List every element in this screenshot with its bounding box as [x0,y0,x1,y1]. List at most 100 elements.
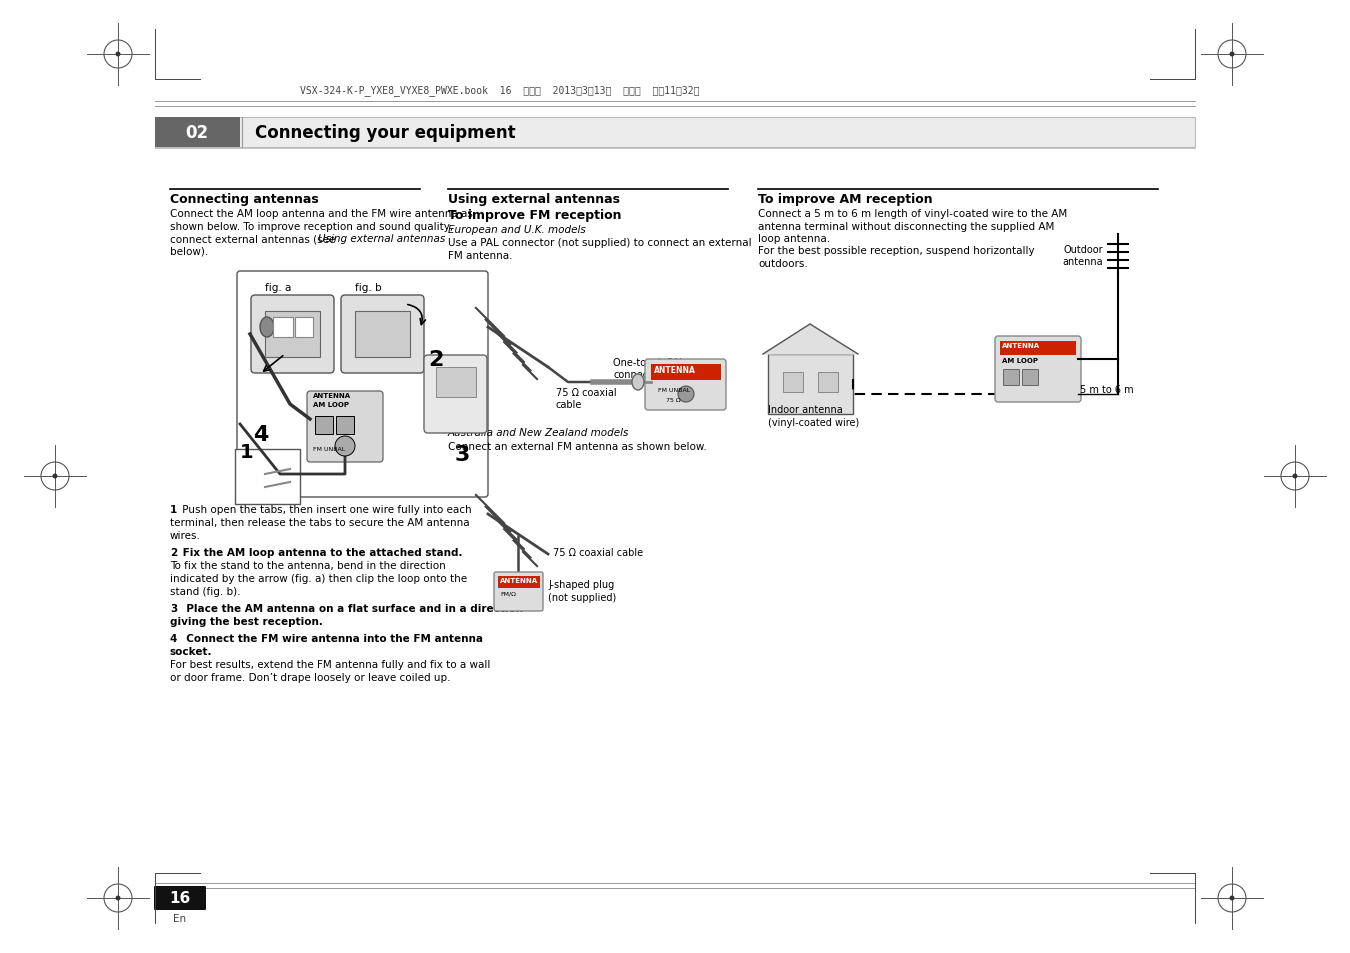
Circle shape [1292,474,1297,479]
Circle shape [335,436,355,456]
Text: Place the AM antenna on a flat surface and in a direction: Place the AM antenna on a flat surface a… [180,603,522,614]
Text: FM UNBAL: FM UNBAL [313,447,346,452]
Text: Indoor antenna: Indoor antenna [768,405,842,415]
Text: Connect the AM loop antenna and the FM wire antenna as: Connect the AM loop antenna and the FM w… [170,209,472,219]
Circle shape [116,896,120,901]
Text: 4: 4 [252,424,269,444]
Text: 4: 4 [170,634,177,643]
Text: ANTENNA: ANTENNA [500,578,539,583]
Text: Outdoor: Outdoor [1064,245,1103,254]
Text: ANTENNA: ANTENNA [653,366,695,375]
Text: 1: 1 [240,442,254,461]
Circle shape [678,387,694,402]
FancyBboxPatch shape [424,355,487,434]
Text: For best results, extend the FM antenna fully and fix to a wall: For best results, extend the FM antenna … [170,659,490,669]
Text: 16: 16 [169,890,190,905]
Text: Connect an external FM antenna as shown below.: Connect an external FM antenna as shown … [448,441,707,452]
Text: AM LOOP: AM LOOP [1002,357,1038,364]
FancyBboxPatch shape [645,359,726,411]
Text: 02: 02 [185,124,208,142]
Text: cable: cable [556,399,582,410]
Text: Use a PAL connector (not supplied) to connect an external: Use a PAL connector (not supplied) to co… [448,237,752,248]
Text: 75 Ω: 75 Ω [666,397,680,402]
Text: 75 Ω coaxial: 75 Ω coaxial [556,388,617,397]
Text: To improve FM reception: To improve FM reception [448,209,621,222]
Text: (vinyl-coated wire): (vinyl-coated wire) [768,417,859,428]
Text: Fix the AM loop antenna to the attached stand.: Fix the AM loop antenna to the attached … [180,547,463,558]
Text: VSX-324-K-P_YXE8_VYXE8_PWXE.book  16  ページ  2013年3月13日  水曜日  午前11時32分: VSX-324-K-P_YXE8_VYXE8_PWXE.book 16 ページ … [300,85,699,96]
Text: AM LOOP: AM LOOP [313,401,350,408]
Text: below).: below). [170,246,208,256]
Text: To improve AM reception: To improve AM reception [757,193,933,206]
Bar [818,373,838,393]
Bar [336,416,354,435]
Bar [1000,341,1076,355]
Text: 3: 3 [170,603,177,614]
Text: giving the best reception.: giving the best reception. [170,617,323,626]
Bar [783,373,803,393]
Bar [768,355,853,415]
Bar [296,317,313,337]
Text: fig. a: fig. a [265,283,292,293]
FancyBboxPatch shape [155,118,240,148]
Text: En: En [173,913,186,923]
Text: Push open the tabs, then insert one wire fully into each: Push open the tabs, then insert one wire… [180,504,471,515]
Text: connector: connector [613,370,662,379]
Text: antenna: antenna [1062,256,1103,267]
Text: stand (fig. b).: stand (fig. b). [170,586,240,597]
Bar [265,312,320,357]
Text: Using external antennas: Using external antennas [448,193,620,206]
Text: Connecting antennas: Connecting antennas [170,193,319,206]
FancyBboxPatch shape [154,886,207,910]
Bar [1022,370,1038,386]
Text: fig. b: fig. b [355,283,382,293]
Text: terminal, then release the tabs to secure the AM antenna: terminal, then release the tabs to secur… [170,517,470,527]
FancyBboxPatch shape [494,573,543,612]
Text: loop antenna.: loop antenna. [757,233,830,244]
Bar [498,577,540,588]
Text: FM antenna.: FM antenna. [448,251,513,261]
Text: Connect the FM wire antenna into the FM antenna: Connect the FM wire antenna into the FM … [180,634,483,643]
FancyBboxPatch shape [306,392,383,462]
Text: antenna terminal without disconnecting the supplied AM: antenna terminal without disconnecting t… [757,221,1054,232]
FancyBboxPatch shape [342,295,424,374]
Text: 2: 2 [428,350,443,370]
Bar [1003,370,1019,386]
Text: J-shaped plug: J-shaped plug [548,579,614,589]
Text: 1: 1 [170,504,177,515]
Bar [235,450,300,504]
Circle shape [1230,896,1234,901]
Bar [436,368,477,397]
Ellipse shape [261,317,274,337]
Text: Connecting your equipment: Connecting your equipment [255,124,516,142]
FancyBboxPatch shape [238,272,487,497]
Text: ANTENNA: ANTENNA [313,393,351,398]
Circle shape [1230,52,1234,57]
Text: European and U.K. models: European and U.K. models [448,225,586,234]
FancyBboxPatch shape [251,295,333,374]
Text: For the best possible reception, suspend horizontally: For the best possible reception, suspend… [757,246,1034,256]
Text: FM/Ω: FM/Ω [500,592,516,597]
Text: or door frame. Don’t drape loosely or leave coiled up.: or door frame. Don’t drape loosely or le… [170,672,451,682]
Text: (not supplied): (not supplied) [548,593,616,602]
Text: 75 Ω coaxial cable: 75 Ω coaxial cable [554,547,643,558]
Text: 5 m to 6 m: 5 m to 6 m [1080,385,1134,395]
Circle shape [53,474,58,479]
Text: ANTENNA: ANTENNA [1002,343,1040,349]
Text: Connect a 5 m to 6 m length of vinyl-coated wire to the AM: Connect a 5 m to 6 m length of vinyl-coa… [757,209,1068,219]
Bar [651,365,721,380]
Text: 2: 2 [170,547,177,558]
Ellipse shape [632,375,644,391]
Bar [315,416,333,435]
Polygon shape [763,325,859,355]
Text: FM UNBAL: FM UNBAL [657,388,690,393]
Text: indicated by the arrow (fig. a) then clip the loop onto the: indicated by the arrow (fig. a) then cli… [170,574,467,583]
Text: Using external antennas: Using external antennas [319,233,446,244]
Text: One-touch PAL: One-touch PAL [613,357,684,368]
Text: shown below. To improve reception and sound quality,: shown below. To improve reception and so… [170,221,454,232]
Text: socket.: socket. [170,646,212,657]
Bar [355,312,410,357]
FancyBboxPatch shape [995,336,1081,402]
Bar [155,118,1195,148]
Text: Australia and New Zealand models: Australia and New Zealand models [448,428,629,437]
